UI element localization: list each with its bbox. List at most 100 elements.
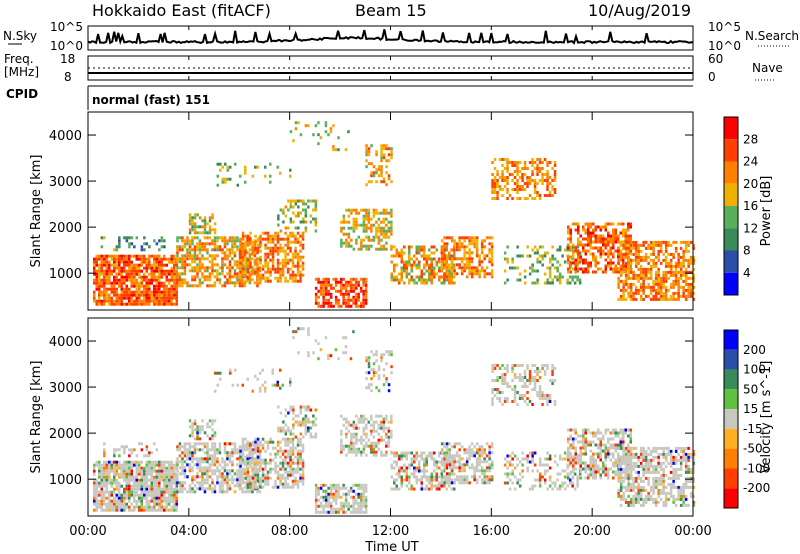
echo-cell bbox=[567, 267, 570, 271]
echo-cell bbox=[627, 267, 630, 271]
echo-cell bbox=[276, 249, 280, 253]
echo-cell bbox=[443, 248, 446, 252]
echo-cell bbox=[201, 275, 204, 279]
echo-cell bbox=[118, 293, 121, 297]
echo-cell bbox=[279, 476, 282, 480]
echo-cell bbox=[657, 252, 660, 256]
echo-cell bbox=[228, 457, 232, 461]
echo-cell bbox=[198, 248, 202, 252]
echo-cell bbox=[292, 432, 295, 436]
echo-cell bbox=[541, 254, 544, 258]
echo-cell bbox=[264, 165, 267, 169]
echo-cell bbox=[301, 464, 305, 468]
echo-cell bbox=[249, 452, 252, 456]
echo-cell bbox=[349, 283, 353, 287]
echo-cell bbox=[233, 251, 237, 255]
echo-cell bbox=[624, 288, 628, 292]
echo-cell bbox=[251, 467, 255, 471]
echo-cell bbox=[148, 484, 151, 488]
echo-cell bbox=[291, 479, 295, 483]
echo-cell bbox=[118, 254, 121, 258]
echo-cell bbox=[206, 222, 209, 226]
echo-cell bbox=[105, 287, 108, 291]
echo-cell bbox=[347, 235, 351, 239]
echo-cell bbox=[367, 420, 371, 424]
echo-cell bbox=[679, 264, 683, 268]
echo-cell bbox=[233, 254, 237, 258]
echo-cell bbox=[553, 191, 557, 194]
echo-cell bbox=[218, 445, 222, 449]
echo-cell bbox=[314, 432, 318, 436]
echo-cell bbox=[448, 281, 451, 285]
echo-cell bbox=[301, 273, 305, 277]
echo-cell bbox=[587, 243, 590, 247]
echo-cell bbox=[607, 237, 610, 241]
echo-cell bbox=[387, 444, 391, 448]
echo-cell bbox=[541, 257, 544, 261]
echo-cell bbox=[445, 245, 448, 249]
echo-cell bbox=[258, 266, 262, 270]
echo-cell bbox=[93, 293, 96, 297]
echo-cell bbox=[367, 180, 371, 184]
echo-cell bbox=[400, 257, 403, 261]
echo-cell bbox=[251, 451, 254, 455]
echo-cell bbox=[276, 231, 280, 235]
echo-cell bbox=[622, 243, 625, 247]
echo-cell bbox=[408, 466, 411, 470]
echo-cell bbox=[158, 254, 161, 258]
echo-cell bbox=[183, 278, 187, 282]
echo-cell bbox=[359, 492, 363, 496]
date-label: 10/Aug/2019 bbox=[588, 1, 691, 20]
echo-cell bbox=[582, 270, 585, 274]
echo-cell bbox=[619, 243, 623, 247]
echo-cell bbox=[93, 469, 96, 473]
echo-cell bbox=[390, 350, 393, 354]
echo-cell bbox=[345, 417, 348, 421]
echo-cell bbox=[299, 255, 302, 259]
echo-cell bbox=[470, 266, 474, 270]
echo-cell bbox=[291, 437, 295, 441]
echo-cell bbox=[203, 481, 207, 485]
echo-cell bbox=[213, 281, 217, 285]
echo-cell bbox=[423, 487, 426, 491]
echo-cell bbox=[475, 251, 479, 255]
echo-cell bbox=[349, 280, 353, 284]
echo-cell bbox=[450, 254, 453, 258]
echo-cell bbox=[450, 263, 454, 267]
echo-cell bbox=[241, 234, 245, 238]
echo-cell bbox=[269, 234, 272, 238]
echo-cell bbox=[276, 470, 280, 474]
echo-cell bbox=[367, 438, 371, 442]
echo-cell bbox=[105, 466, 108, 470]
echo-cell bbox=[286, 482, 290, 486]
echo-cell bbox=[541, 173, 544, 176]
echo-cell bbox=[249, 464, 252, 468]
echo-cell bbox=[98, 266, 101, 270]
echo-cell bbox=[352, 510, 355, 514]
echo-cell bbox=[135, 293, 138, 297]
echo-cell bbox=[294, 252, 297, 256]
echo-cell bbox=[334, 148, 338, 152]
echo-cell bbox=[113, 469, 116, 473]
echo-cell bbox=[347, 130, 350, 134]
echo-cell bbox=[173, 487, 176, 491]
echo-cell bbox=[113, 499, 116, 503]
echo-cell bbox=[654, 282, 658, 286]
echo-cell bbox=[360, 441, 363, 445]
echo-cell bbox=[236, 278, 239, 282]
echo-cell bbox=[587, 225, 590, 229]
echo-cell bbox=[342, 220, 346, 224]
echo-cell bbox=[682, 288, 685, 292]
echo-cell bbox=[453, 269, 456, 273]
echo-cell bbox=[390, 229, 393, 233]
echo-cell bbox=[264, 243, 267, 247]
echo-cell bbox=[160, 302, 163, 306]
echo-cell bbox=[362, 223, 366, 227]
echo-cell bbox=[533, 185, 537, 188]
echo-cell bbox=[577, 258, 580, 262]
echo-cell bbox=[175, 287, 178, 291]
echo-cell bbox=[334, 301, 338, 305]
echo-cell bbox=[483, 257, 486, 261]
echo-cell bbox=[206, 445, 209, 449]
echo-cell bbox=[309, 199, 313, 203]
